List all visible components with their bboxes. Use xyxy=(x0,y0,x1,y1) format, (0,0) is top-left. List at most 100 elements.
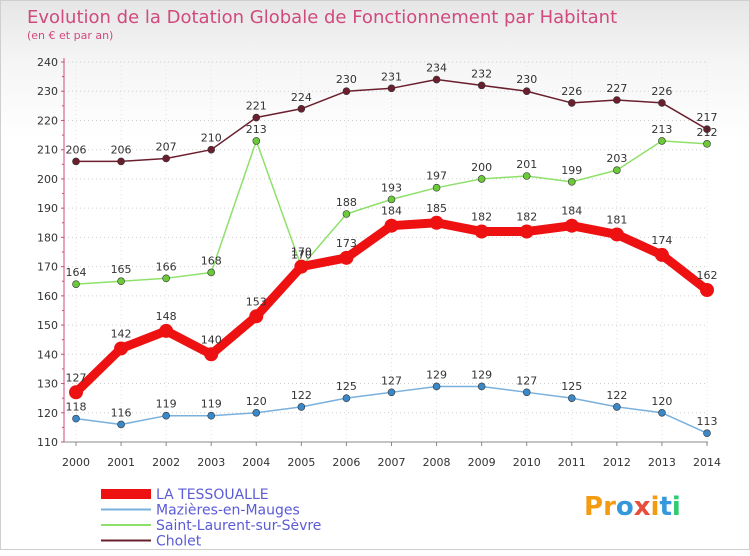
data-point xyxy=(519,224,534,239)
data-label: 184 xyxy=(561,205,582,218)
data-label: 203 xyxy=(606,152,627,165)
data-label: 127 xyxy=(516,374,537,387)
data-label: 166 xyxy=(156,260,177,273)
data-point xyxy=(252,137,261,145)
data-point xyxy=(207,411,216,420)
series-layer: 206 206 207 210 221 224 230 231 234 232 230 226 227 2… xyxy=(66,62,718,438)
chart-title: Evolution de la Dotation Globale de Fonc… xyxy=(27,7,617,28)
data-point xyxy=(567,394,576,402)
data-label: 127 xyxy=(66,371,87,384)
series-saint-laurent-sur-sevre: 164 165 166 168 213 170 188 193 197 200 201 199 203 2… xyxy=(66,123,718,288)
data-point xyxy=(252,408,261,417)
data-label: 212 xyxy=(697,126,718,139)
data-point xyxy=(117,420,125,429)
data-label: 231 xyxy=(381,70,402,83)
y-tick-label: 190 xyxy=(37,202,58,215)
data-point xyxy=(342,394,351,402)
x-tick-label: 2007 xyxy=(378,456,406,469)
data-label: 120 xyxy=(246,395,267,408)
data-label: 142 xyxy=(111,327,132,340)
data-point xyxy=(429,215,444,230)
legend: LA TESSOUALLEMazières-en-MaugesSaint-Lau… xyxy=(101,487,321,550)
data-label: 182 xyxy=(516,211,537,224)
data-label: 165 xyxy=(111,263,132,276)
data-label: 188 xyxy=(336,196,357,209)
x-tick-label: 2006 xyxy=(332,456,360,469)
data-point xyxy=(654,247,669,262)
data-label: 113 xyxy=(697,415,718,428)
data-point xyxy=(207,145,216,154)
data-label: 226 xyxy=(651,85,672,98)
legend-label: Mazières-en-Mauges xyxy=(156,503,300,519)
y-tick-label: 110 xyxy=(37,436,58,449)
data-label: 116 xyxy=(111,406,132,419)
data-point xyxy=(477,175,486,183)
x-tick-label: 2008 xyxy=(423,456,451,469)
x-tick-label: 2011 xyxy=(558,456,586,469)
y-tick-label: 180 xyxy=(37,231,58,244)
series-la-tessoualle: 127 142 148 140 153 170 173 184 185 182 182 184 181 1… xyxy=(66,202,718,400)
data-label: 221 xyxy=(246,100,267,113)
data-point xyxy=(387,195,396,204)
data-point xyxy=(162,274,170,283)
data-point xyxy=(297,403,306,411)
data-label: 122 xyxy=(291,389,312,402)
data-label: 170 xyxy=(291,249,312,262)
data-point xyxy=(72,414,80,423)
y-tick-label: 210 xyxy=(37,144,58,157)
data-label: 207 xyxy=(156,140,177,153)
data-label: 230 xyxy=(516,73,537,86)
axes: 1101201301401501601701801902002102202302… xyxy=(37,56,721,469)
data-point xyxy=(703,140,711,148)
data-point xyxy=(432,75,441,84)
data-label: 206 xyxy=(66,143,87,156)
data-point xyxy=(658,99,666,107)
x-tick-label: 2001 xyxy=(107,456,135,469)
data-point xyxy=(703,429,711,438)
data-label: 129 xyxy=(426,368,447,381)
grid xyxy=(64,61,708,443)
x-tick-label: 2010 xyxy=(513,456,541,469)
logo-letter: i xyxy=(672,492,681,522)
data-label: 168 xyxy=(201,254,222,267)
data-label: 226 xyxy=(561,85,582,98)
x-tick-label: 2014 xyxy=(693,456,721,469)
series-mazieres-en-mauges: 118 116 119 119 120 122 125 127 129 129 127 125 122 1… xyxy=(66,368,718,438)
data-point xyxy=(477,382,486,391)
data-point xyxy=(658,408,666,417)
data-label: 173 xyxy=(336,237,357,250)
data-label: 125 xyxy=(561,380,582,393)
data-point xyxy=(204,347,219,362)
x-tick-label: 2005 xyxy=(287,456,315,469)
data-point xyxy=(609,227,624,242)
legend-label: Saint-Laurent-sur-Sèvre xyxy=(156,518,321,534)
proxiti-logo: Proxiti xyxy=(584,492,681,522)
logo-letter: o xyxy=(616,492,634,522)
data-label: 125 xyxy=(336,380,357,393)
data-label: 182 xyxy=(471,211,492,224)
data-label: 224 xyxy=(291,91,312,104)
data-point xyxy=(703,125,711,134)
data-point xyxy=(567,178,576,186)
data-point xyxy=(159,323,174,338)
series-cholet: 206 206 207 210 221 224 230 231 234 232 230 226 227 2… xyxy=(66,62,718,166)
x-tick-label: 2009 xyxy=(468,456,496,469)
data-point xyxy=(69,385,83,400)
data-label: 193 xyxy=(381,181,402,194)
y-tick-label: 220 xyxy=(37,114,58,127)
data-point xyxy=(117,157,125,166)
logo-letter: r xyxy=(603,492,616,522)
data-label: 153 xyxy=(246,295,267,308)
data-label: 181 xyxy=(606,213,627,226)
data-label: 199 xyxy=(561,164,582,177)
x-tick-label: 2000 xyxy=(62,456,90,469)
y-tick-label: 240 xyxy=(37,56,58,69)
data-point xyxy=(387,84,396,93)
data-point xyxy=(567,99,576,107)
chart-subtitle: (en € et par an) xyxy=(27,29,113,42)
data-label: 197 xyxy=(426,170,447,183)
data-point xyxy=(342,210,351,218)
legend-label: LA TESSOUALLE xyxy=(156,487,269,503)
data-label: 127 xyxy=(381,374,402,387)
